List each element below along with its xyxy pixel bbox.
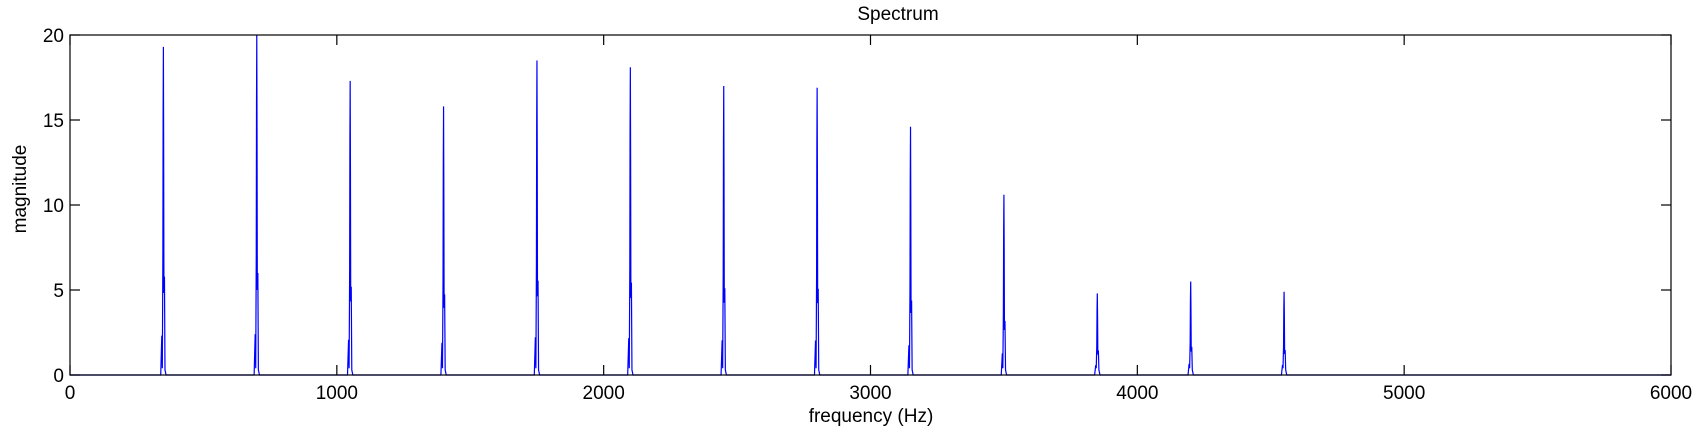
x-tick-label: 2000 xyxy=(583,383,625,404)
y-axis-label: magnitude xyxy=(10,145,31,234)
x-tick-label: 3000 xyxy=(849,383,891,404)
y-tick-label: 0 xyxy=(53,366,64,387)
x-axis-label: frequency (Hz) xyxy=(809,406,934,427)
x-tick-label: 1000 xyxy=(316,383,358,404)
y-tick-label: 15 xyxy=(43,111,64,132)
x-tick-label: 4000 xyxy=(1116,383,1158,404)
y-tick-label: 20 xyxy=(43,26,64,47)
x-tick-label: 5000 xyxy=(1383,383,1425,404)
chart-title: Spectrum xyxy=(857,4,938,25)
x-tick-label: 0 xyxy=(65,383,76,404)
plot-frame xyxy=(69,34,1672,376)
plot-area xyxy=(70,34,1671,376)
axis-ticks: 0 1000 2000 3000 4000 5000 6000 0 5 10 15 20 xyxy=(43,26,1692,404)
y-tick-label: 5 xyxy=(53,281,64,302)
spectrum-line xyxy=(70,34,1671,376)
y-tick-label: 10 xyxy=(43,196,64,217)
x-tick-label: 6000 xyxy=(1650,383,1692,404)
